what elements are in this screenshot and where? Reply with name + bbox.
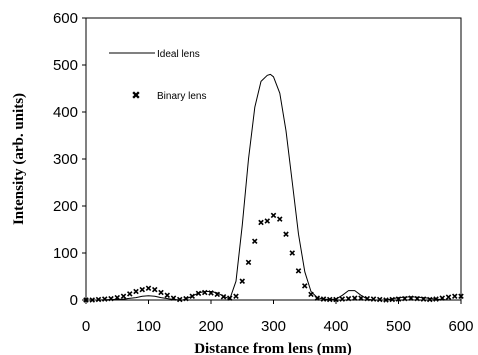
binary-lens-point (395, 296, 402, 302)
binary-lens-point (264, 218, 271, 224)
binary-lens-point (370, 296, 377, 302)
binary-lens-point (220, 293, 227, 300)
binary-lens-point (276, 216, 283, 222)
binary-lens-point (358, 295, 364, 301)
binary-lens-point (295, 268, 302, 274)
binary-lens-point (164, 292, 171, 299)
binary-lens-point (326, 296, 333, 303)
x-tick-label: 600 (448, 318, 473, 335)
binary-lens-point (364, 295, 371, 302)
y-axis-label: Intensity (arb. units) (11, 93, 27, 225)
binary-lens-point (301, 283, 308, 289)
x-tick-label: 500 (386, 318, 411, 335)
binary-lens-point (226, 295, 233, 301)
binary-lens-point (176, 296, 183, 303)
plot-area-frame (85, 17, 462, 301)
binary-lens-point (151, 286, 158, 293)
y-tick-label: 200 (53, 198, 78, 215)
x-tick-label: 200 (198, 318, 223, 335)
binary-lens-point (189, 293, 196, 300)
binary-lens-point (158, 289, 164, 296)
binary-lens-point (445, 294, 452, 300)
binary-lens-point (426, 296, 433, 303)
binary-lens-point (458, 293, 464, 300)
x-tick-label: 0 (82, 318, 90, 335)
binary-lens-point (414, 295, 421, 302)
binary-lens-point (439, 295, 446, 301)
binary-lens-point (308, 291, 314, 298)
binary-lens-point (133, 288, 139, 295)
legend-marker-binary-lens: ✖ (131, 89, 140, 102)
binary-lens-point (351, 295, 358, 301)
binary-lens-point (333, 296, 339, 303)
x-tick-label: 300 (261, 318, 286, 335)
legend: Ideal lens ✖ Binary lens (109, 49, 206, 102)
binary-lens-point (345, 295, 352, 302)
binary-lens-point (108, 295, 114, 302)
binary-lens-point (233, 293, 239, 300)
y-tick-label: 300 (53, 151, 78, 168)
binary-lens-point (120, 293, 127, 300)
binary-lens-point (145, 285, 152, 292)
binary-lens-point (270, 212, 277, 219)
binary-lens-point (245, 259, 252, 266)
binary-lens-point (401, 295, 408, 302)
binary-lens-point (208, 290, 214, 296)
binary-lens-point (383, 297, 389, 303)
binary-lens-point (339, 296, 346, 302)
binary-lens-point (289, 250, 296, 256)
binary-lens-point (376, 296, 383, 303)
binary-lens-point (451, 293, 458, 300)
x-tick-label: 400 (323, 318, 348, 335)
binary-lens-point (314, 295, 321, 301)
x-axis-label: Distance from lens (mm) (194, 341, 352, 355)
legend-label-binary-lens: Binary lens (157, 91, 206, 102)
binary-lens-point (320, 296, 327, 302)
y-tick-label: 500 (53, 57, 78, 74)
x-tick-label: 100 (136, 318, 161, 335)
plot-series (83, 73, 464, 303)
binary-lens-point (251, 238, 258, 245)
binary-lens-point (408, 295, 414, 301)
x-axis-ticks: 0 100 200 300 400 500 600 (82, 300, 474, 335)
binary-lens-point (183, 295, 189, 302)
binary-lens-point (433, 296, 439, 302)
binary-lens-point (258, 219, 264, 226)
legend-label-ideal-lens: Ideal lens (157, 49, 200, 60)
binary-lens-point (126, 291, 133, 297)
binary-lens-point (283, 231, 289, 237)
binary-lens-point (239, 278, 246, 284)
binary-lens-point (139, 286, 146, 293)
y-tick-label: 600 (53, 10, 78, 27)
binary-lens-point (389, 296, 396, 303)
binary-lens-point (83, 297, 89, 303)
binary-lens-point (114, 294, 121, 301)
y-tick-label: 400 (53, 104, 78, 121)
series-line-ideal-lens (86, 73, 461, 301)
binary-lens-point (101, 296, 108, 302)
binary-lens-point (420, 296, 427, 302)
y-tick-label: 0 (70, 292, 78, 309)
y-tick-label: 100 (53, 245, 78, 262)
binary-lens-point (170, 295, 177, 301)
binary-lens-point (89, 297, 96, 303)
y-axis-ticks: 0 100 200 300 400 500 600 (53, 10, 86, 309)
binary-lens-point (214, 291, 221, 298)
binary-lens-point (95, 296, 102, 303)
binary-lens-point (195, 290, 202, 297)
binary-lens-point (201, 289, 208, 296)
